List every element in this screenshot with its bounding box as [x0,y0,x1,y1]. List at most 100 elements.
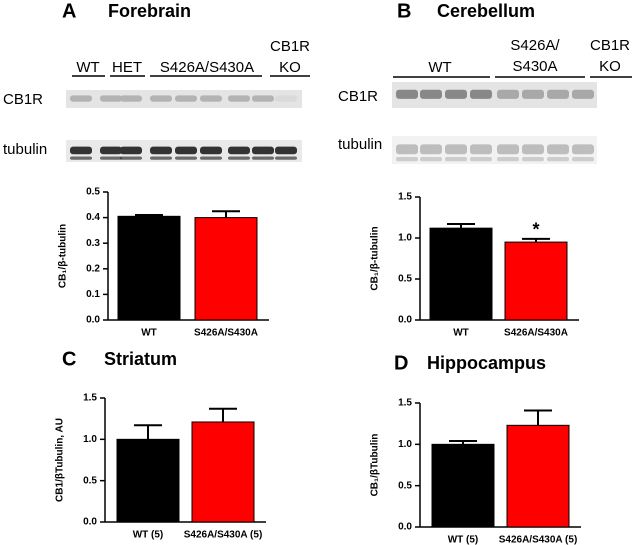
y-tick-label: 1.0 [398,233,412,244]
y-tick-label: 1.5 [398,398,412,409]
blot-band [470,144,492,155]
blot-band [547,144,569,155]
lane-label: WT [76,59,99,76]
blot-band [396,157,418,162]
blot-band [275,146,297,155]
blot-band [70,156,92,160]
blot-band [252,146,274,155]
panel-label: A [62,0,76,22]
x-tick-label: S426A/S430A [504,328,568,339]
x-tick-label: S426A/S430A (5) [184,530,263,541]
chart-title: Forebrain [108,1,191,21]
blot-band [120,95,142,102]
y-tick-label: 0.3 [86,238,100,249]
blot-band [100,146,122,155]
y-tick-label: 1.5 [83,393,97,404]
y-tick-label: 0.0 [83,517,97,528]
bar [506,424,570,528]
chart-title: Cerebellum [437,1,535,21]
bar [431,443,495,528]
y-tick-label: 0.0 [398,522,412,533]
blot-band [522,157,544,162]
blot-band [228,95,250,102]
blot-band [70,95,92,102]
bar [117,215,181,321]
row-label: tubulin [3,141,47,158]
x-tick-label: S426A/S430A [194,328,258,339]
row-label: tubulin [338,136,382,153]
y-tick-label: 0.2 [86,263,100,274]
row-label: CB1R [338,88,378,105]
lane-label: WT [428,59,451,76]
blot-band [497,89,519,99]
blot-band [252,156,274,160]
y-axis-label: CB₁/βTubulin [370,434,381,497]
y-tick-label: 0.0 [398,315,412,326]
lane-label: HET [112,59,142,76]
blot-band [275,95,297,102]
blot-band [470,157,492,162]
bar [116,438,180,523]
blot-band [420,157,442,162]
blot-band [572,157,594,162]
blot-band [420,89,442,99]
blot-band [547,89,569,99]
blot-band [100,95,122,102]
blot-band [547,157,569,162]
panel-label: C [62,348,76,370]
y-tick-label: 1.0 [83,434,97,445]
y-axis-label: CB₁/β-tubulin [370,226,381,290]
y-tick-label: 0.5 [83,475,97,486]
blot-band [445,89,467,99]
y-tick-label: 1.0 [398,439,412,450]
blot-band [120,146,142,155]
blot-band [522,89,544,99]
bar [504,241,568,321]
blot-band [150,95,172,102]
lane-label: S430A [512,58,557,75]
lane-label: S426A/S430A [160,59,254,76]
blot-band [200,156,222,160]
blot-band [470,89,492,99]
bar [429,227,493,321]
blot-band [120,156,142,160]
bar [191,421,255,523]
y-axis-label: CB₁/β-tubulin [58,224,69,288]
blot-band [175,95,197,102]
blot-band [150,146,172,155]
blot-band [497,157,519,162]
lane-label: CB1R [590,37,630,54]
annotation: * [532,220,539,240]
y-tick-label: 0.0 [86,315,100,326]
blot-band [70,146,92,155]
y-tick-label: 1.5 [398,192,412,203]
chart-title: Hippocampus [427,353,546,373]
y-tick-label: 0.5 [86,187,100,198]
blot-band [572,144,594,155]
y-tick-label: 0.5 [398,480,412,491]
y-tick-label: 0.1 [86,289,100,300]
chart-title: Striatum [104,349,177,369]
x-tick-label: S426A/S430A (5) [499,535,578,545]
blot-band [396,144,418,155]
lane-label: CB1R [270,38,310,55]
y-axis-label: CB1/βTubulin, AU [55,418,66,502]
blot-band [275,156,297,160]
blot-band [200,146,222,155]
blot-band [252,95,274,102]
x-tick-label: WT [453,328,469,339]
blot-band [228,146,250,155]
y-tick-label: 0.4 [86,212,100,223]
panel-label: D [394,352,408,374]
blot-band [445,157,467,162]
lane-label: KO [279,59,301,76]
blot-band [396,89,418,99]
x-tick-label: WT [141,328,157,339]
row-label: CB1R [3,91,43,108]
blot-band [175,156,197,160]
blot-band [572,89,594,99]
blot-band [445,144,467,155]
x-tick-label: WT (5) [448,535,479,545]
blot-band [420,144,442,155]
